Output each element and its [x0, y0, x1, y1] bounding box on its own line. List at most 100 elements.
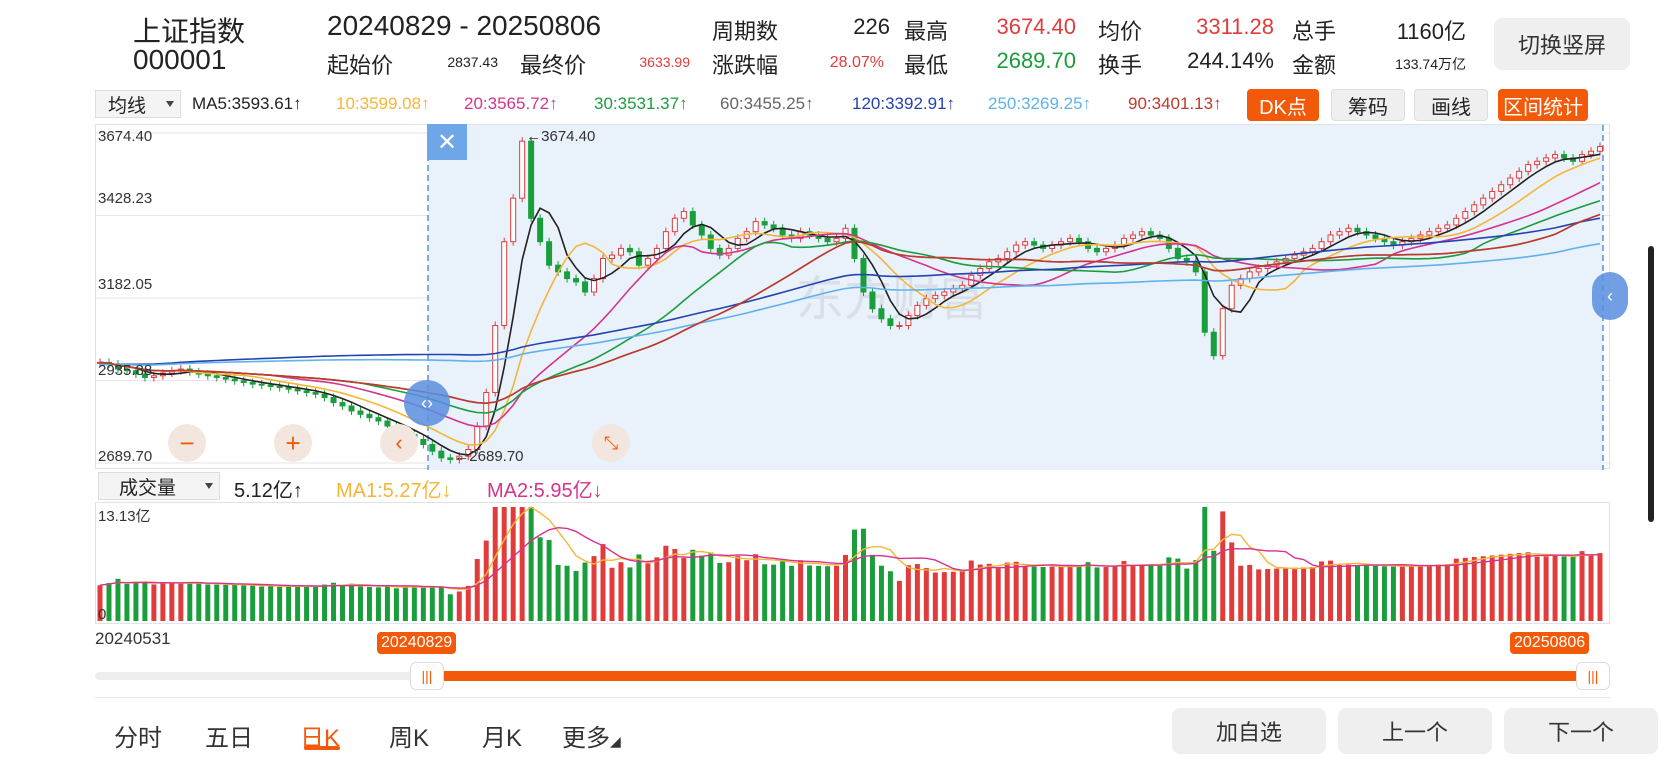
- volume-bar: [1139, 565, 1145, 621]
- volume-chart[interactable]: [96, 503, 1611, 625]
- volume-bar: [1076, 566, 1082, 621]
- slider-start-handle[interactable]: |||: [410, 662, 444, 690]
- zoom-out-icon[interactable]: −: [168, 424, 206, 462]
- volume-indicator-select[interactable]: 成交量: [98, 472, 220, 500]
- volume-bar: [438, 586, 444, 621]
- volume-ma2: MA2:5.95亿↓: [487, 480, 603, 502]
- slider-end-handle[interactable]: |||: [1576, 662, 1610, 690]
- candle-body: [986, 261, 993, 270]
- candle-body: [528, 140, 535, 219]
- candle-body: [716, 247, 723, 256]
- candle-body: [123, 368, 130, 372]
- ma20-value: 20:3565.72↑: [464, 94, 558, 113]
- candle-body: [635, 251, 642, 266]
- avg-label: 均价: [1098, 19, 1143, 44]
- volume-bar: [582, 562, 588, 621]
- candle-body: [591, 278, 598, 293]
- ma90-value: 90:3401.13↑: [1128, 94, 1222, 113]
- candle-body: [644, 257, 651, 266]
- volume-bar: [142, 582, 148, 621]
- tab-five-day[interactable]: 五日: [205, 725, 253, 752]
- volume-bar: [169, 582, 175, 621]
- volume-bar: [708, 552, 714, 621]
- price-chart-panel: 东方财富 ←3674.40 ←2689.70: [95, 124, 1611, 470]
- volume-bar: [1031, 566, 1037, 621]
- rotate-screen-button[interactable]: 切换竖屏: [1494, 18, 1630, 70]
- volume-bar: [492, 507, 498, 621]
- selection-handle-right[interactable]: ‹: [1592, 272, 1628, 320]
- scrollbar[interactable]: [1648, 246, 1654, 522]
- volume-bar: [1471, 557, 1477, 621]
- candle-body: [1552, 154, 1559, 159]
- volume-bar: [214, 584, 220, 621]
- volume-bar: [1462, 557, 1468, 621]
- volume-bar: [124, 583, 130, 621]
- min-price-label: ←2689.70: [454, 448, 523, 465]
- volume-bar: [735, 556, 741, 621]
- chip-distribution-button[interactable]: 筹码: [1331, 89, 1405, 121]
- candle-body: [1354, 227, 1361, 233]
- volume-bar: [887, 571, 893, 621]
- volume-zero-label: 0: [98, 606, 107, 623]
- candle-body: [833, 237, 840, 243]
- tab-monthly-k[interactable]: 月K: [482, 725, 523, 752]
- volume-bar: [178, 583, 184, 621]
- volume-bar: [618, 562, 624, 621]
- candle-body: [546, 241, 553, 266]
- volume-bar: [1444, 564, 1450, 621]
- candle-body: [366, 413, 373, 419]
- ma-line-ma250: [99, 242, 1601, 366]
- zoom-in-icon[interactable]: +: [274, 424, 312, 462]
- volume-bar: [1534, 556, 1540, 621]
- volume-bar: [1265, 568, 1271, 621]
- next-button[interactable]: 下一个: [1504, 708, 1658, 754]
- candle-body: [564, 271, 571, 280]
- tab-more[interactable]: 更多◢: [562, 718, 621, 753]
- divider: [95, 697, 1610, 698]
- selection-handle-left[interactable]: ‹›: [404, 380, 450, 426]
- volume-bar: [860, 528, 866, 621]
- add-watchlist-button[interactable]: 加自选: [1172, 708, 1326, 754]
- candle-body: [312, 392, 319, 395]
- candle-body: [1022, 241, 1029, 246]
- ma-line-ma10: [99, 157, 1601, 446]
- volume-bar: [1022, 566, 1028, 621]
- volume-bar: [447, 594, 453, 621]
- candle-body: [438, 450, 445, 459]
- volume-bar: [304, 586, 310, 621]
- previous-button[interactable]: 上一个: [1338, 708, 1492, 754]
- volume-bar: [609, 567, 615, 621]
- tab-weekly-k[interactable]: 周K: [389, 725, 430, 752]
- collapse-icon[interactable]: ⤡: [592, 424, 630, 462]
- volume-bar: [1049, 566, 1055, 621]
- volume-bar: [196, 583, 202, 621]
- candle-body: [824, 237, 831, 243]
- candle-body: [1013, 244, 1020, 253]
- price-chart[interactable]: 东方财富 ←3674.40 ←2689.70: [96, 125, 1611, 470]
- volume-bar: [699, 555, 705, 621]
- draw-line-button[interactable]: 画线: [1414, 89, 1488, 121]
- ma-line-ma5: [99, 153, 1601, 456]
- volume-bar: [1372, 565, 1378, 621]
- volume-bar: [753, 554, 759, 621]
- candle-body: [1588, 150, 1595, 156]
- dk-point-button[interactable]: DK点: [1247, 89, 1319, 121]
- volume-bar: [1274, 568, 1280, 621]
- ma5-value: MA5:3593.61↑: [192, 94, 302, 113]
- range-stats-button[interactable]: 区间统计: [1498, 89, 1588, 121]
- candle-body: [1318, 241, 1325, 249]
- indicator-select[interactable]: 均线: [95, 90, 181, 118]
- y-tick-label: 3428.23: [98, 190, 153, 207]
- volume-bar: [1085, 562, 1091, 621]
- tab-intraday[interactable]: 分时: [114, 725, 162, 752]
- candle-body: [501, 241, 508, 326]
- close-selection-icon[interactable]: ✕: [427, 124, 467, 160]
- candle-body: [582, 281, 589, 293]
- volume-bar: [896, 580, 902, 621]
- volume-bar: [1166, 557, 1172, 621]
- volume-bar: [1354, 565, 1360, 621]
- volume-bar: [277, 586, 283, 621]
- candle-body: [734, 237, 741, 249]
- scroll-left-icon[interactable]: ‹: [380, 424, 418, 462]
- candle-body: [896, 324, 903, 327]
